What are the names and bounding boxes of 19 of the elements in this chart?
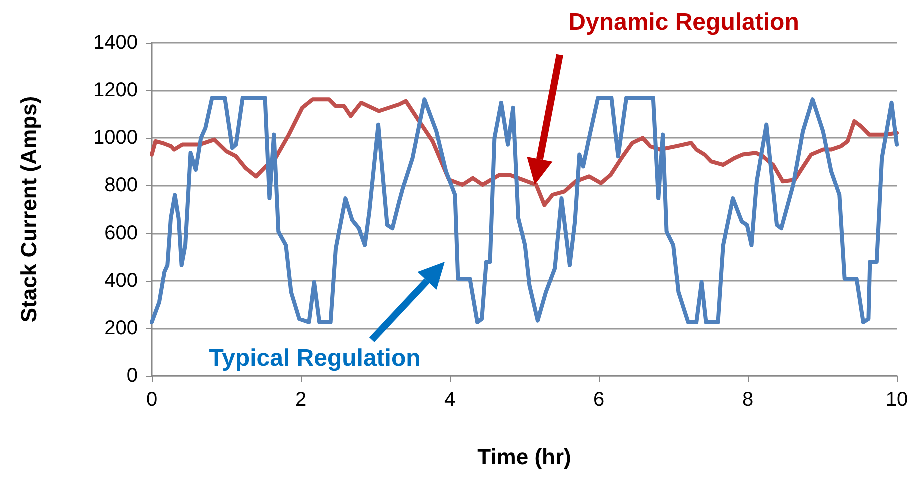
y-tick-label: 600 [104, 222, 138, 244]
annotation: Typical Regulation [209, 345, 421, 372]
x-tick-label: 10 [886, 389, 908, 411]
y-tick-label: 200 [104, 317, 138, 340]
y-tick-label: 1200 [94, 80, 138, 102]
x-tick-label: 6 [593, 389, 605, 411]
x-tick-label: 0 [146, 389, 158, 411]
text: Dynamic Regulation [568, 9, 800, 36]
y-tick-label: 0 [126, 365, 138, 387]
y-tick-label: 800 [104, 174, 138, 197]
y-tick-label: 1400 [94, 32, 138, 54]
x-tick-label: 4 [444, 389, 456, 411]
x-tick-label: 8 [742, 389, 754, 411]
y-axis-title: Stack Current (Amps) [16, 96, 42, 323]
x-tick-label: 2 [295, 389, 307, 411]
y-tick-label: 1000 [94, 127, 138, 150]
y-tick-label: 400 [104, 270, 138, 292]
line-series [150, 96, 899, 324]
x-axis-title: Time (hr) [478, 444, 572, 470]
